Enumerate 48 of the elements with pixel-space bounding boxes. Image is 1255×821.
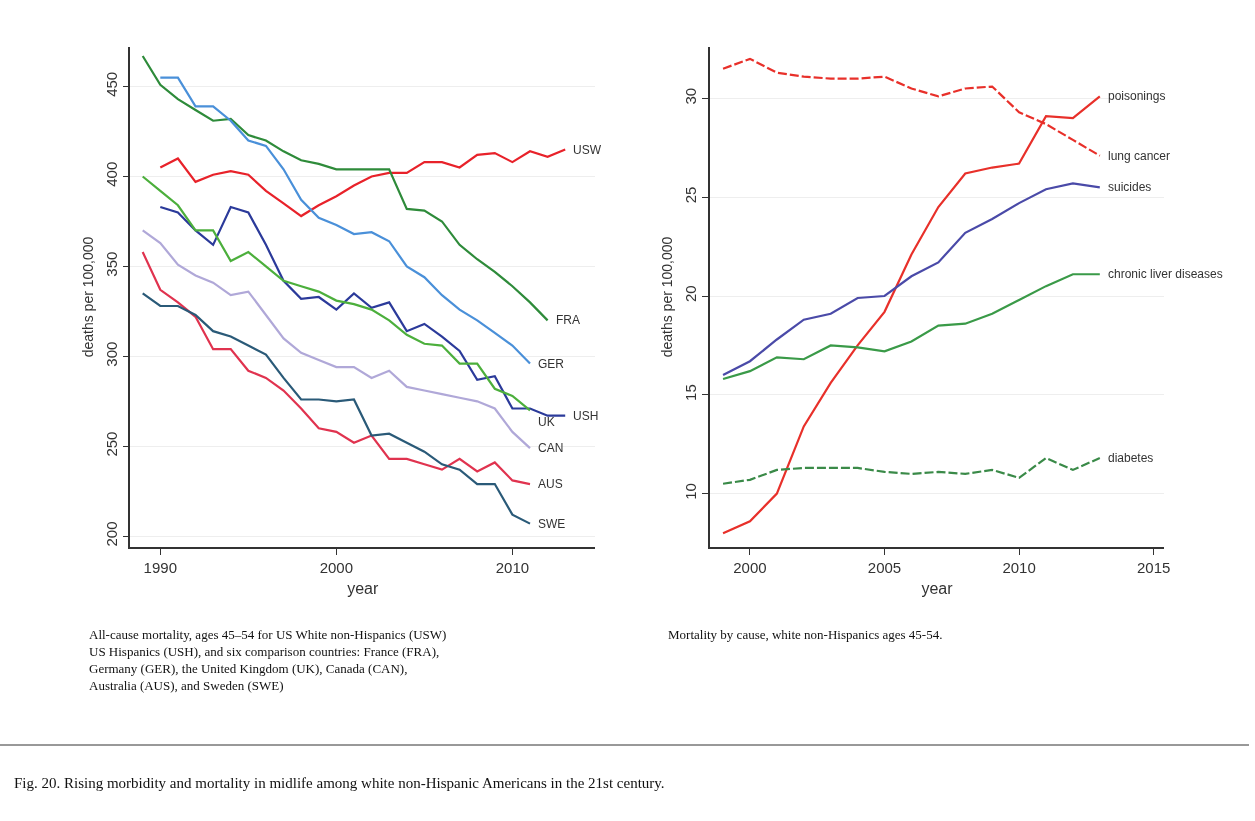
y-tick-label: 15 [681, 384, 699, 401]
x-axis-title: year [347, 579, 379, 597]
x-axis-title: year [921, 579, 954, 597]
x-tick-label: 2005 [867, 558, 902, 576]
x-tick-label: 2010 [1002, 558, 1036, 576]
line-series [141, 229, 532, 450]
series-label: GER [538, 357, 565, 371]
series-label: suicides [1108, 180, 1152, 194]
series-label: chronic liver diseases [1108, 267, 1223, 281]
series-label: lung cancer [1108, 149, 1171, 163]
line-series [721, 273, 1101, 381]
line-series [141, 292, 532, 525]
x-tick-label: 2000 [319, 558, 354, 576]
y-tick-label: 250 [102, 431, 120, 457]
caption: Fig. 20. Rising morbidity and mortality in midlife among white non-Hispanic Americans in the 21st century. [14, 775, 665, 791]
x-tick-label: 1990 [143, 558, 177, 576]
x-tick-label: 2000 [733, 558, 767, 576]
series-label: diabetes [1108, 451, 1154, 465]
series-label: SWE [538, 517, 566, 531]
y-tick-label: 10 [681, 483, 699, 500]
y-tick-label: 400 [102, 161, 120, 187]
y-axis-title: deaths per 100,000 [658, 236, 675, 358]
y-tick-label: 350 [102, 251, 120, 277]
y-tick-label: 30 [681, 87, 699, 105]
series-label: FRA [556, 313, 580, 327]
text: Mortality by cause, white non-Hispanics ages 45-54. [668, 627, 943, 642]
y-axis-title: deaths per 100,000 [79, 236, 96, 358]
line-series [721, 456, 1101, 485]
line-series [141, 54, 549, 322]
y-tick-label: 25 [681, 186, 699, 204]
line-series [141, 175, 532, 412]
line-series [159, 148, 567, 218]
text: All-cause mortality, ages 45–54 for US White non-Hispanics (USW) US Hispanics (USH), and six comparison countries: France (FRA), Germany (GER), the United Kingdom (UK), Canada (CAN), Australia (AUS), and Sweden (SWE) [89, 627, 447, 693]
x-tick-label: 2010 [495, 558, 530, 576]
y-tick-label: 20 [681, 285, 699, 303]
line-series [141, 250, 532, 486]
x-tick-label: 2015 [1136, 558, 1171, 576]
y-tick-label: 200 [102, 521, 120, 547]
series-label: poisonings [1108, 89, 1166, 103]
series-label: CAN [538, 441, 564, 455]
y-tick-label: 450 [102, 71, 120, 97]
series-label: USH [573, 409, 599, 423]
series-label: USW [573, 143, 602, 157]
y-tick-label: 300 [102, 341, 120, 367]
line-series [721, 182, 1101, 377]
line-series [159, 76, 532, 365]
series-label: AUS [538, 477, 563, 491]
series-label: UK [538, 415, 555, 429]
